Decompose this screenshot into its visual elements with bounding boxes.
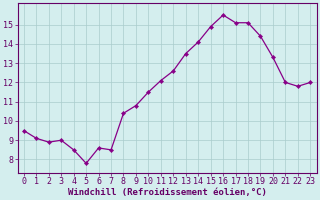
X-axis label: Windchill (Refroidissement éolien,°C): Windchill (Refroidissement éolien,°C)	[68, 188, 267, 197]
